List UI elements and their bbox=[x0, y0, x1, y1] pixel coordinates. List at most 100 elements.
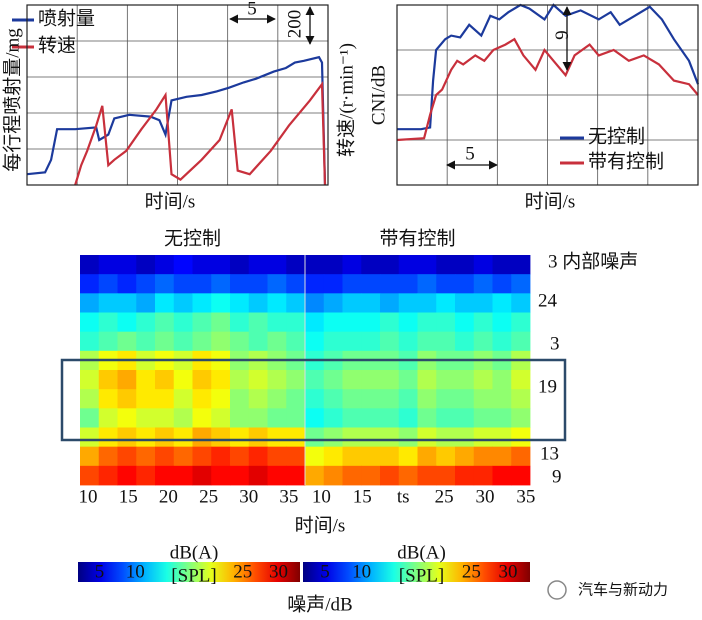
heat-cell bbox=[230, 389, 250, 409]
series-line bbox=[397, 3, 700, 131]
heat-cell bbox=[323, 389, 343, 409]
heat-cell bbox=[398, 370, 418, 390]
heat-cell bbox=[230, 446, 250, 467]
heat-cell bbox=[473, 274, 493, 294]
heat-cell bbox=[398, 408, 418, 428]
colorbar bbox=[78, 562, 300, 582]
heat-cell bbox=[136, 293, 156, 313]
row-label: 24 bbox=[538, 290, 558, 311]
heat-cell bbox=[117, 446, 137, 467]
heat-cell bbox=[117, 312, 137, 333]
heat-cell bbox=[267, 446, 287, 467]
heat-cell bbox=[342, 465, 362, 486]
heat-cell bbox=[342, 312, 362, 333]
heat-cell bbox=[155, 446, 175, 467]
heat-cell bbox=[80, 331, 100, 352]
heat-cell bbox=[361, 427, 381, 448]
heat-cell bbox=[286, 293, 306, 313]
heat-cell bbox=[117, 331, 137, 352]
heat-cell bbox=[248, 255, 268, 275]
heat-cell bbox=[323, 274, 343, 294]
heat-cell bbox=[417, 274, 437, 294]
heat-cell bbox=[380, 255, 400, 275]
heat-cell bbox=[117, 293, 137, 313]
heat-cell bbox=[323, 408, 343, 428]
heat-cell bbox=[136, 427, 156, 448]
heat-cell bbox=[511, 293, 531, 313]
heat-cell bbox=[230, 465, 250, 486]
heat-cell bbox=[473, 370, 493, 390]
heat-cell bbox=[155, 465, 175, 486]
heat-cell bbox=[361, 293, 381, 313]
legend-label: 转速 bbox=[38, 34, 76, 56]
heat-cell bbox=[380, 446, 400, 467]
heat-cell bbox=[286, 408, 306, 428]
heat-cell bbox=[80, 370, 100, 390]
heat-cell bbox=[492, 274, 512, 294]
x-tick-label: 15 bbox=[353, 486, 372, 507]
heat-cell bbox=[98, 293, 118, 313]
heat-cell bbox=[117, 427, 137, 448]
heat-cell bbox=[305, 274, 325, 294]
series-line bbox=[26, 55, 327, 186]
heat-cell bbox=[305, 389, 325, 409]
heat-cell bbox=[286, 312, 306, 333]
x-tick-label: 30 bbox=[239, 486, 258, 507]
heat-cell bbox=[455, 427, 475, 448]
row-label: 19 bbox=[538, 376, 557, 397]
annotation: 5 bbox=[247, 0, 257, 19]
heat-cell bbox=[248, 408, 268, 428]
y-axis-label: 每行程喷射量/mg bbox=[1, 28, 23, 172]
heat-cell bbox=[211, 331, 231, 352]
heat-cell bbox=[267, 293, 287, 313]
heat-cell bbox=[286, 331, 306, 352]
heat-cell bbox=[492, 370, 512, 390]
heat-cell bbox=[323, 255, 343, 275]
colorbar-tick-label: 30 bbox=[269, 561, 288, 582]
heat-cell bbox=[342, 293, 362, 313]
heat-cell bbox=[98, 446, 118, 467]
heat-cell bbox=[173, 293, 193, 313]
colorbar-tick-label: 10 bbox=[126, 561, 145, 582]
heat-cell bbox=[267, 331, 287, 352]
colorbar-tick-label: 30 bbox=[499, 561, 518, 582]
heat-cell bbox=[417, 408, 437, 428]
heat-cell bbox=[473, 427, 493, 448]
heat-cell bbox=[361, 312, 381, 333]
heat-cell bbox=[323, 293, 343, 313]
heat-cell bbox=[155, 312, 175, 333]
heat-cell bbox=[80, 408, 100, 428]
heat-cell bbox=[211, 293, 231, 313]
heat-cell bbox=[436, 465, 456, 486]
heat-cell bbox=[192, 465, 212, 486]
heat-cell bbox=[286, 446, 306, 467]
heat-cell bbox=[436, 370, 456, 390]
heat-cell bbox=[286, 274, 306, 294]
heat-cell bbox=[80, 389, 100, 409]
heat-cell bbox=[173, 274, 193, 294]
heat-cell bbox=[305, 370, 325, 390]
heat-cell bbox=[436, 293, 456, 313]
heat-cell bbox=[173, 446, 193, 467]
heat-cell bbox=[80, 446, 100, 467]
x-tick-label: 25 bbox=[435, 486, 454, 507]
heat-cell bbox=[436, 331, 456, 352]
x-tick-label: 10 bbox=[312, 486, 331, 507]
heat-cell bbox=[267, 370, 287, 390]
colorbar-tick-label: 25 bbox=[462, 561, 481, 582]
heat-cell bbox=[173, 370, 193, 390]
heat-cell bbox=[192, 274, 212, 294]
heat-cell bbox=[286, 255, 306, 275]
heat-cell bbox=[230, 255, 250, 275]
heat-cell bbox=[473, 293, 493, 313]
heat-cell bbox=[473, 446, 493, 467]
colorbar-label: dB(A) bbox=[170, 542, 219, 563]
heat-cell bbox=[511, 389, 531, 409]
heat-cell bbox=[98, 255, 118, 275]
y-axis-label: CNI/dB bbox=[368, 65, 389, 125]
colorbar-title: 噪声/dB bbox=[287, 593, 352, 615]
heat-cell bbox=[492, 312, 512, 333]
heat-cell bbox=[361, 389, 381, 409]
heat-cell bbox=[492, 293, 512, 313]
heat-cell bbox=[248, 331, 268, 352]
